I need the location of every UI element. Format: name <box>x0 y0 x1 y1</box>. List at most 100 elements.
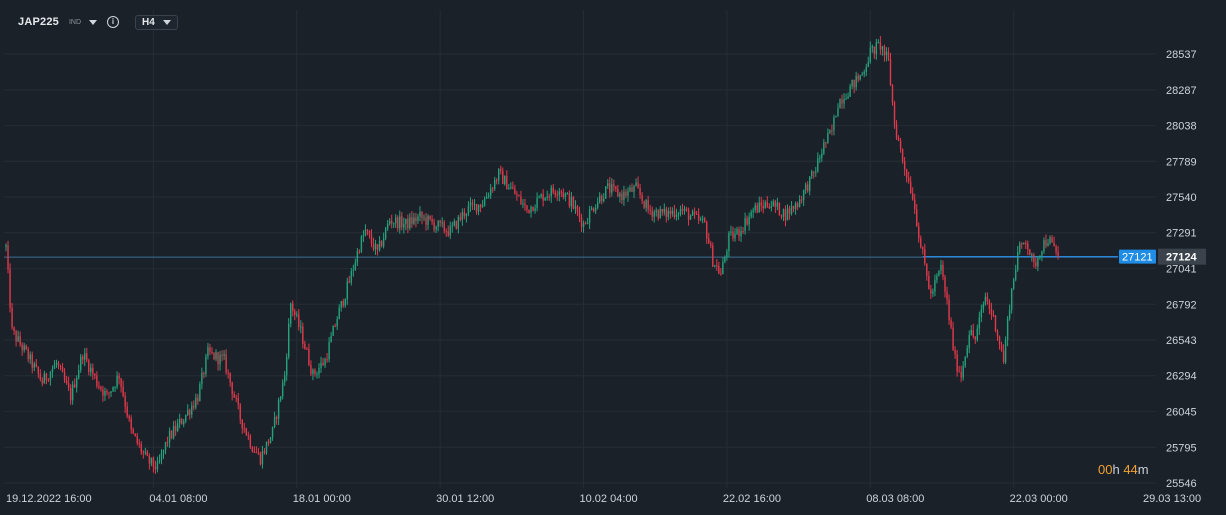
candle-body <box>187 410 189 415</box>
candle-body <box>895 124 898 138</box>
candle-body <box>1057 251 1059 257</box>
candle-body <box>607 183 609 187</box>
candle-body <box>304 343 306 349</box>
candle-body <box>673 210 676 217</box>
candle-body <box>43 373 46 384</box>
candle-body <box>397 217 399 229</box>
candle-body <box>770 206 773 209</box>
x-tick-label: 22.03 00:00 <box>1010 493 1068 505</box>
candle-body <box>116 375 118 387</box>
candle-body <box>320 362 322 368</box>
candle-body <box>17 336 19 342</box>
candle-body <box>142 452 145 454</box>
candle-body <box>502 170 504 184</box>
candle-body <box>199 384 201 402</box>
candle-body <box>974 336 977 340</box>
candle-body <box>164 441 167 451</box>
candle-body <box>843 98 845 104</box>
candle-body <box>982 304 985 310</box>
candle-body <box>780 215 783 217</box>
candle-body <box>126 406 128 417</box>
candle-body <box>259 452 262 465</box>
candle-body <box>653 212 655 217</box>
candle-body <box>510 187 512 189</box>
y-tick-label: 25546 <box>1166 478 1197 490</box>
info-icon[interactable]: i <box>107 16 120 28</box>
candle-body <box>924 249 926 264</box>
price-axis[interactable]: 28537 28287 28038 27789 27540 27291 27041 26792… <box>1166 49 1197 490</box>
chevron-down-icon[interactable] <box>89 19 98 25</box>
candle-body <box>411 217 413 224</box>
candle-body <box>1010 288 1013 310</box>
candle-body <box>659 208 661 219</box>
candle-body <box>182 421 185 425</box>
candle-body <box>429 215 431 219</box>
candle-body <box>67 383 70 388</box>
candle-body <box>322 362 324 366</box>
candle-body <box>277 399 280 419</box>
candle-body <box>550 187 552 197</box>
candle-body <box>859 75 861 80</box>
candle-body <box>285 356 288 376</box>
candle-body <box>724 256 726 262</box>
candle-body <box>897 137 900 141</box>
candle-body <box>106 390 108 393</box>
candle-body <box>362 235 365 237</box>
candle-body <box>201 372 203 385</box>
candle-body <box>677 214 680 216</box>
candle-body <box>233 394 235 398</box>
candle-body <box>393 223 395 225</box>
candle-body <box>407 218 409 229</box>
candle-body <box>538 196 540 198</box>
candle-body <box>697 214 700 221</box>
candle-body <box>312 369 314 375</box>
candle-body <box>788 208 791 214</box>
candle-body <box>728 232 730 252</box>
candle-body <box>663 208 666 213</box>
candle-body <box>338 307 340 320</box>
candle-body <box>352 269 355 271</box>
candle-body <box>180 419 183 425</box>
candle-body <box>881 46 884 50</box>
time-axis[interactable]: 19.12.2022 16:00 04.01 08:00 18.01 00:00 30… <box>6 493 1201 505</box>
candle-body <box>1039 255 1041 259</box>
candle-body <box>334 326 336 328</box>
candle-body <box>948 299 950 321</box>
candle-body <box>358 251 361 253</box>
candle-body <box>354 262 357 270</box>
x-tick-label: 19.12.2022 16:00 <box>6 493 92 505</box>
candle-body <box>611 184 613 193</box>
candle-body <box>645 200 647 208</box>
candle-body <box>760 202 762 206</box>
candle-body <box>936 275 938 281</box>
candle-body <box>45 373 48 380</box>
candle-body <box>691 211 694 216</box>
candle-body <box>720 273 722 275</box>
candle-body <box>104 390 106 396</box>
candle-body <box>376 244 379 250</box>
candle-body <box>1025 243 1027 245</box>
timeframe-select[interactable]: H4 <box>135 14 178 30</box>
candle-body <box>558 191 561 196</box>
candle-body <box>778 202 781 216</box>
y-tick-label: 28038 <box>1166 121 1197 133</box>
candle-body <box>384 228 387 239</box>
candle-body <box>205 356 207 374</box>
candle-body <box>374 244 377 250</box>
candle-body <box>942 264 944 277</box>
candle-body <box>370 234 373 244</box>
candle-body <box>154 466 157 470</box>
candle-body <box>491 188 494 190</box>
candle-body <box>548 196 550 198</box>
symbol-name[interactable]: JAP225 <box>18 16 59 28</box>
candle-body <box>627 190 629 196</box>
candle-body <box>851 79 853 87</box>
candle-body <box>996 331 999 337</box>
candle-body <box>918 226 920 239</box>
candle-body <box>1004 339 1007 363</box>
candle-body <box>102 389 104 396</box>
candle-body <box>158 460 161 462</box>
candle-body <box>364 229 367 236</box>
candle-body <box>110 391 112 394</box>
